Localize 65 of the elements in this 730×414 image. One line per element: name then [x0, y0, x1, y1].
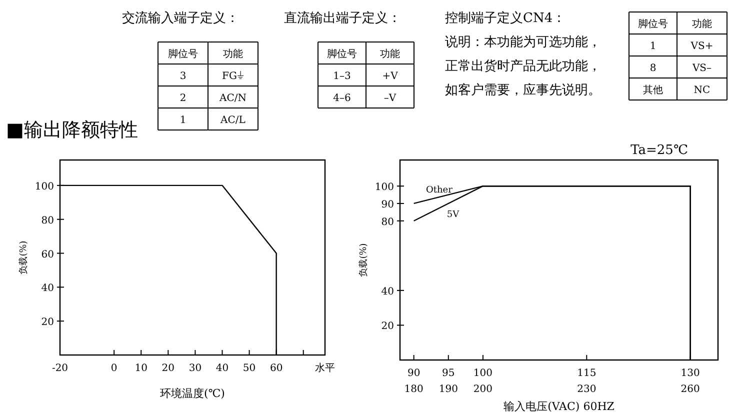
- text: –V: [384, 93, 397, 104]
- text: 4–6: [333, 93, 351, 104]
- x-tick-label: -20: [52, 363, 68, 374]
- text: 说明：本功能为可选功能，: [445, 35, 601, 50]
- y-tick-label: 60: [41, 249, 54, 260]
- text: ■输出降额特性: [6, 119, 138, 141]
- y-tick-label: 80: [41, 215, 54, 226]
- y-tick-label: 20: [381, 321, 394, 332]
- text: 水平: [315, 362, 335, 374]
- text: 直流输出端子定义：: [284, 10, 401, 26]
- y-tick-label: 80: [381, 216, 394, 228]
- text: 交流输入端子定义：: [122, 10, 239, 26]
- x-axis-title: 环境温度(℃): [160, 387, 225, 400]
- text: 控制端子定义CN4：: [445, 11, 566, 26]
- x2-tick-label: 260: [680, 384, 700, 395]
- text: AC/N: [218, 93, 247, 104]
- x-tick-label: 40: [216, 363, 229, 374]
- text: NC: [694, 85, 711, 96]
- y-tick-label: 100: [374, 182, 394, 194]
- x-tick-label: 10: [134, 363, 148, 374]
- x-tick-label: 30: [188, 363, 202, 374]
- text: AC/L: [220, 115, 246, 126]
- text: 8: [650, 63, 656, 74]
- x-tick-label: 90: [407, 368, 420, 379]
- text: +V: [382, 71, 399, 82]
- text: FG⏚: [222, 71, 244, 82]
- x-tick-label: 130: [680, 368, 700, 379]
- text: 正常出货时产品无此功能，: [445, 59, 601, 74]
- x-tick-label: 60: [270, 363, 283, 374]
- text: 功能: [223, 48, 243, 60]
- text: 3: [180, 71, 186, 82]
- x2-tick-label: 180: [404, 384, 424, 395]
- x2-tick-label: 230: [577, 384, 596, 395]
- series-label: Other: [426, 185, 454, 196]
- text: 其他: [643, 84, 663, 96]
- y-tick-label: 20: [41, 317, 54, 328]
- text: 功能: [380, 48, 400, 60]
- text: 1: [180, 115, 186, 126]
- x-tick-label: 95: [442, 368, 455, 379]
- y-axis-title: 负载(%): [18, 240, 29, 274]
- x-tick-label: 50: [242, 363, 256, 374]
- x-tick-label: 0: [110, 363, 118, 374]
- y-tick-label: 40: [381, 286, 394, 298]
- y-tick-label: 90: [381, 199, 394, 210]
- y-tick-label: 100: [34, 181, 54, 192]
- text: 2: [180, 93, 186, 104]
- x-axis-title: 输入电压(VAC) 60HZ: [504, 400, 615, 413]
- text: Ta=25℃: [630, 143, 688, 158]
- text: 1: [650, 41, 656, 52]
- y-tick-label: 40: [41, 283, 54, 294]
- text: VS–: [691, 63, 712, 74]
- series-label: 5V: [446, 210, 460, 220]
- x-tick-label: 115: [577, 368, 596, 379]
- x2-tick-label: 200: [473, 384, 493, 395]
- x2-tick-label: 190: [438, 384, 458, 395]
- text: 1–3: [333, 71, 351, 82]
- text: VS+: [690, 41, 714, 52]
- x-tick-label: 100: [473, 368, 493, 379]
- text: 脚位号: [638, 18, 668, 30]
- y-axis-title: 负载(%): [358, 243, 369, 277]
- text: 功能: [692, 18, 712, 30]
- text: 脚位号: [168, 48, 198, 60]
- text: 脚位号: [327, 48, 357, 60]
- text: 如客户需要，应事先说明。: [445, 82, 601, 98]
- x-tick-label: 20: [162, 363, 175, 374]
